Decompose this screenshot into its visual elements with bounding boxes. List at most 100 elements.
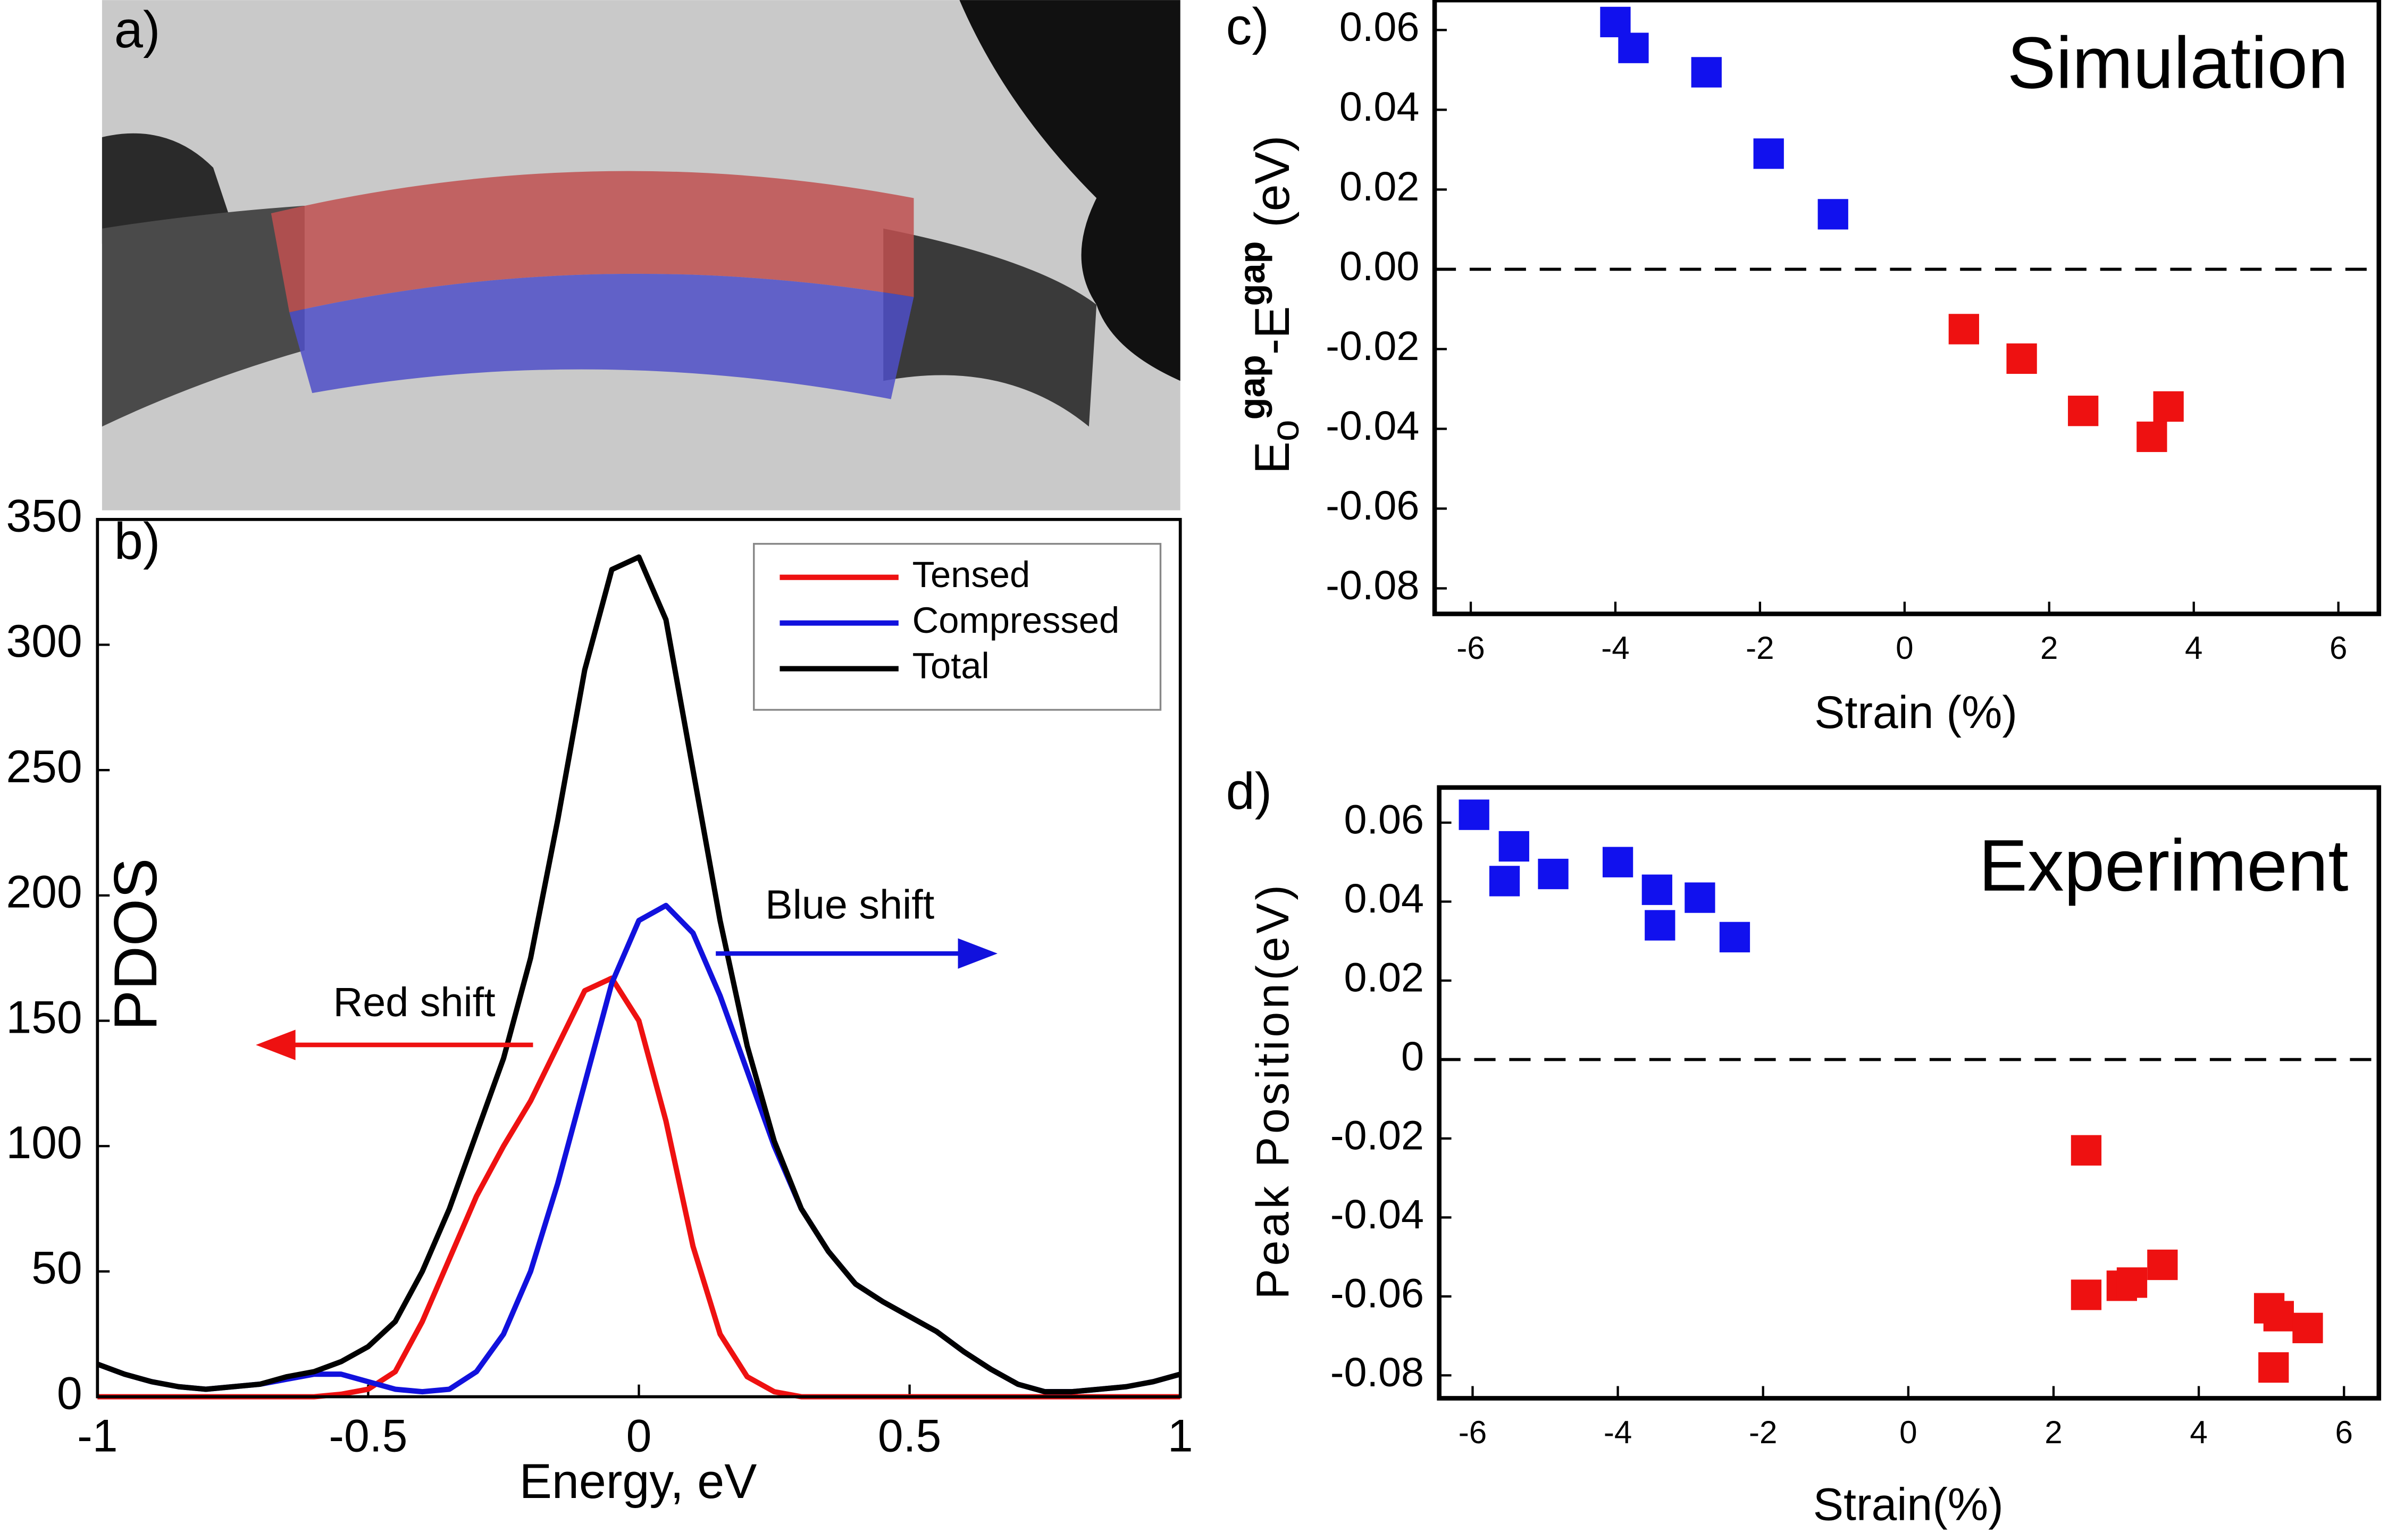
- marker: [1641, 874, 1672, 905]
- legend-label: Compressed: [912, 600, 1120, 641]
- y-axis-label: Peak Position(eV): [1247, 882, 1298, 1299]
- panel-label: a): [114, 1, 161, 58]
- y-tick-label: -0.08: [1326, 563, 1419, 608]
- arrow-head: [958, 938, 998, 969]
- y-tick-label: 350: [6, 491, 82, 542]
- y-tick-label: 0.06: [1339, 4, 1420, 50]
- plot-1: 0 50 100 150 200 250 300 350 -1 -0.5 0 0.5 1 Tensed Co…: [6, 491, 1193, 1509]
- y-axis-label-part: -E: [1245, 306, 1300, 355]
- y-tick-label: -0.04: [1326, 403, 1419, 449]
- y-axis-label-part: gap: [1231, 241, 1272, 306]
- y-tick-label: 0.02: [1344, 955, 1424, 1000]
- x-tick-label: 4: [2190, 1415, 2207, 1450]
- marker: [1691, 57, 1722, 88]
- panel-label: c): [1226, 0, 1269, 55]
- marker: [1602, 847, 1633, 877]
- x-tick-label: 0.5: [878, 1411, 941, 1462]
- x-tick-label: 0: [1896, 630, 1913, 666]
- x-tick-label: -2: [1749, 1415, 1777, 1450]
- panel-label: d): [1226, 762, 1272, 820]
- x-tick-label: -6: [1459, 1415, 1487, 1450]
- x-tick-label: 2: [2040, 630, 2058, 666]
- y-axis-label-part: (eV): [1245, 136, 1300, 241]
- x-axis-label: Energy, eV: [520, 1454, 757, 1509]
- axes-frame: [96, 517, 1182, 1399]
- marker: [1498, 831, 1529, 862]
- y-axis-label-part: o: [1263, 420, 1307, 441]
- micrograph: [102, 0, 1180, 510]
- panel-annotation: Simulation: [2007, 22, 2349, 104]
- x-tick-label: -4: [1604, 1415, 1632, 1450]
- marker: [2292, 1312, 2323, 1343]
- marker: [2147, 1249, 2178, 1280]
- x-tick-label: 2: [2045, 1415, 2062, 1450]
- tensed-band: [271, 171, 914, 313]
- marker: [2071, 1279, 2102, 1310]
- marker: [2068, 396, 2099, 426]
- y-tick-label: -0.06: [1326, 483, 1419, 529]
- x-tick-label: -4: [1601, 630, 1629, 666]
- marker: [1948, 314, 1979, 345]
- marker: [1685, 882, 1715, 913]
- marker: [1719, 922, 1750, 952]
- y-tick-label: 0.02: [1339, 164, 1420, 210]
- x-tick-label: -0.5: [329, 1411, 407, 1462]
- marker: [2071, 1135, 2102, 1166]
- y-tick-label: 0.04: [1339, 84, 1420, 130]
- marker: [1645, 910, 1675, 941]
- y-tick-label: 0: [57, 1368, 82, 1419]
- x-tick-label: 4: [2185, 630, 2202, 666]
- x-axis-label: Strain (%): [1814, 687, 2017, 738]
- x-tick-label: -6: [1456, 630, 1485, 666]
- dark-region: [883, 228, 1097, 427]
- marker: [1489, 866, 1520, 897]
- marker: [1600, 6, 1631, 38]
- arrow-head: [256, 1030, 296, 1060]
- x-tick-label: 1: [1168, 1411, 1193, 1462]
- marker: [1459, 799, 1489, 830]
- dark-region: [959, 0, 1180, 381]
- x-tick-label: -2: [1746, 630, 1774, 666]
- series-line: [96, 554, 1182, 1395]
- dark-region: [102, 205, 305, 427]
- axes-frame: [1437, 785, 2382, 1401]
- y-tick-label: -0.08: [1330, 1350, 1424, 1395]
- y-tick-label: 150: [6, 992, 82, 1043]
- x-tick-label: 6: [2330, 630, 2347, 666]
- x-tick-label: 0: [626, 1411, 652, 1462]
- marker: [1753, 138, 1784, 169]
- x-tick-label: 6: [2335, 1415, 2353, 1450]
- marker: [1618, 32, 1649, 63]
- annotation: Red shift: [333, 980, 495, 1025]
- y-axis-label-part: gap: [1231, 355, 1272, 420]
- y-axis-label-part: E: [1245, 441, 1300, 474]
- marker: [2136, 421, 2167, 453]
- marker: [2258, 1352, 2289, 1383]
- x-tick-label: -1: [77, 1411, 118, 1462]
- y-tick-label: 100: [6, 1117, 82, 1168]
- y-tick-label: -0.02: [1326, 323, 1419, 369]
- marker: [2263, 1301, 2294, 1332]
- compressed-band: [289, 273, 914, 399]
- x-axis-label: Strain(%): [1813, 1479, 2004, 1530]
- y-axis-label: PDOS: [102, 858, 170, 1031]
- y-tick-label: -0.02: [1330, 1112, 1424, 1158]
- y-tick-label: 0: [1401, 1034, 1424, 1079]
- annotation: Blue shift: [765, 882, 934, 928]
- marker: [2153, 391, 2184, 422]
- legend-label: Tensed: [912, 554, 1030, 595]
- panel-label: b): [114, 512, 161, 570]
- y-tick-label: -0.06: [1330, 1270, 1424, 1316]
- y-tick-label: 0.06: [1344, 797, 1424, 842]
- marker: [2116, 1267, 2148, 1298]
- plot-2: 0.06 0.04 0.02 0.00 -0.02 -0.04 -0.06 -0.08 -6 -4…: [1231, 0, 2382, 738]
- panel-annotation: Experiment: [1979, 825, 2348, 907]
- axes-frame: [1432, 0, 2382, 616]
- legend-box: [753, 542, 1162, 711]
- y-tick-label: 200: [6, 867, 82, 918]
- x-tick-label: 0: [1899, 1415, 1917, 1450]
- y-axis-label: Eogap-Egap (eV): [1231, 136, 1307, 474]
- plot-3: 0.06 0.04 0.02 0 -0.02 -0.04 -0.06 -0.08 -6 -4 -2 0…: [1247, 785, 2382, 1530]
- y-tick-label: -0.04: [1330, 1192, 1424, 1237]
